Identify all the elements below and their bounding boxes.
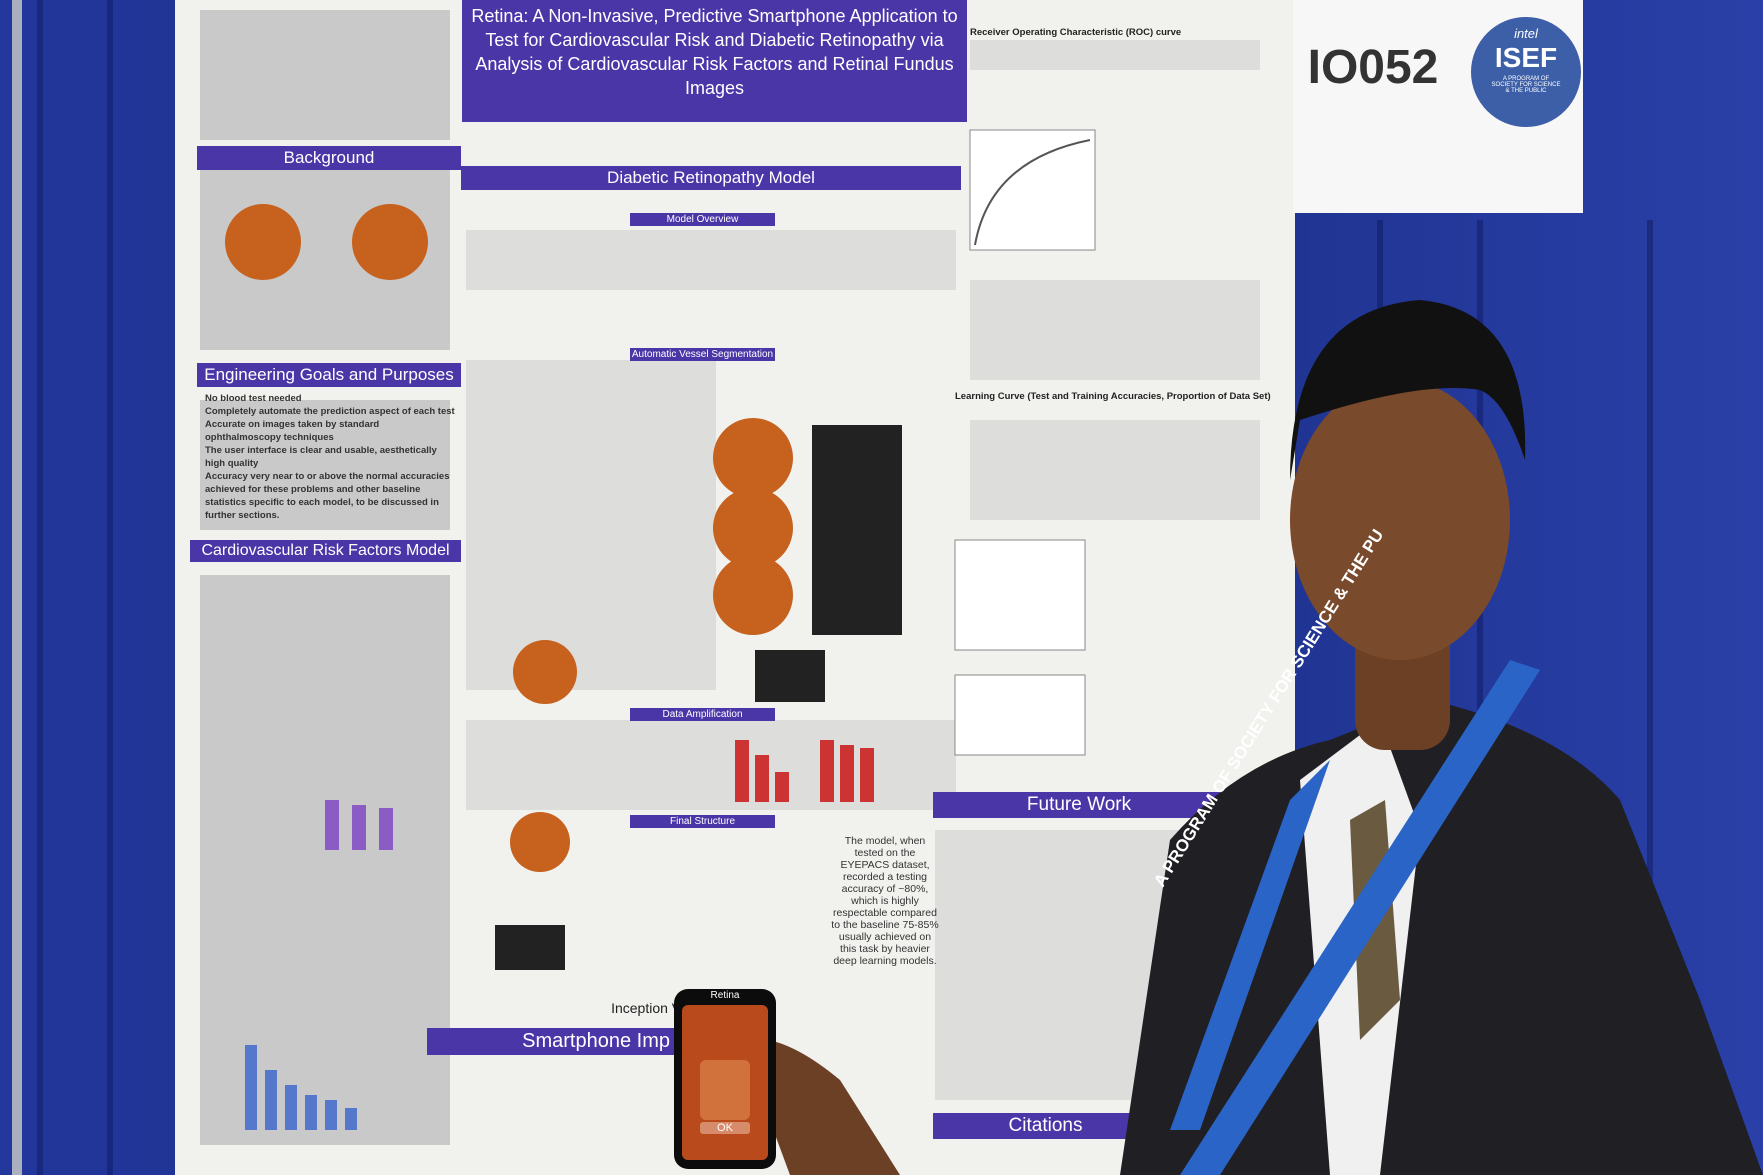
goal: The user interface is clear and usable, …	[205, 445, 437, 469]
booth-number: IO052	[1307, 41, 1439, 94]
section-heading: Citations	[933, 1113, 1158, 1139]
poster-title: Retina: A Non-Invasive, Predictive Smart…	[462, 0, 967, 122]
roc-heading: Receiver Operating Characteristic (ROC) …	[970, 27, 1182, 38]
goal: Accurate on images taken by standard oph…	[205, 419, 380, 443]
section-heading: Background	[197, 146, 461, 170]
goal: No blood test needed	[205, 393, 302, 404]
section-heading: Engineering Goals and Purposes	[197, 363, 461, 387]
subsection-heading: Model Overview	[630, 213, 775, 226]
phone-app-title: Retina	[710, 990, 740, 1001]
goal: Completely automate the prediction aspec…	[205, 406, 455, 417]
model-note: The model, when tested on the EYEPACS da…	[831, 835, 939, 967]
section-heading: Smartphone Imp	[427, 1028, 674, 1055]
logo-brand: intel	[1514, 26, 1538, 41]
subsection-heading: Final Structure	[630, 815, 775, 828]
phone-ok-button[interactable]: OK	[700, 1122, 750, 1134]
goals-list: No blood test needed Completely automate…	[205, 392, 455, 522]
section-heading: Diabetic Retinopathy Model	[461, 166, 961, 190]
goal: Accuracy very near to or above the norma…	[205, 471, 450, 521]
subsection-heading: Automatic Vessel Segmentation	[630, 348, 775, 361]
logo-subtitle: A PROGRAM OF SOCIETY FOR SCIENCE & THE P…	[1491, 76, 1561, 94]
section-heading: Future Work	[933, 792, 1225, 818]
learning-heading: Learning Curve (Test and Training Accura…	[955, 391, 1271, 402]
logo-name: ISEF	[1494, 42, 1558, 73]
subsection-heading: Data Amplification	[630, 708, 775, 721]
section-heading: Cardiovascular Risk Factors Model	[190, 540, 461, 562]
inception-label: Inception V3	[611, 1000, 689, 1016]
